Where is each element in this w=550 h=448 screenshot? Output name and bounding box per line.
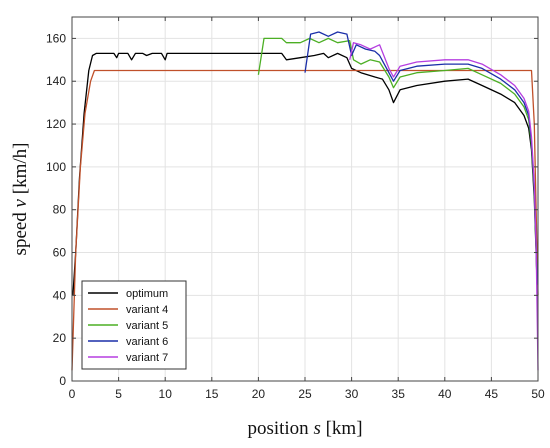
x-tick-label: 50	[531, 387, 545, 401]
tick-labels: 0 5 10 15 20 25 30 35 40 45 50 0 20 40 60 80 100 120 140 16…	[46, 31, 545, 401]
y-tick-label: 20	[53, 331, 67, 345]
x-tick-label: 35	[392, 387, 406, 401]
y-axis-label: speed v [km/h]	[10, 143, 31, 256]
series-line-variant-6	[304, 31, 538, 285]
y-axis-label-symbol: v	[10, 198, 31, 207]
y-tick-label: 160	[46, 31, 66, 45]
y-axis-label-prefix: speed	[10, 207, 31, 255]
legend-label: variant 7	[126, 352, 168, 364]
y-tick-label: 80	[53, 203, 67, 217]
y-tick-label: 40	[53, 288, 67, 302]
y-tick-label: 0	[59, 374, 66, 388]
series-line-optimum	[72, 52, 538, 296]
x-axis-label-suffix: [km]	[321, 418, 363, 439]
x-axis-label-prefix: position	[247, 418, 313, 439]
x-tick-label: 45	[485, 387, 499, 401]
legend-label: variant 6	[126, 336, 168, 348]
x-tick-label: 25	[298, 387, 312, 401]
y-axis-label-suffix: [km/h]	[10, 143, 31, 199]
x-axis-label-symbol: s	[313, 418, 320, 439]
y-tick-label: 140	[46, 74, 66, 88]
x-tick-label: 30	[345, 387, 359, 401]
y-tick-label: 100	[46, 160, 66, 174]
legend-label: variant 5	[126, 320, 168, 332]
series-layer	[71, 31, 539, 371]
series-line-variant-5	[257, 37, 538, 285]
axis-ticks	[71, 17, 539, 382]
x-tick-label: 15	[205, 387, 219, 401]
legend-label: variant 4	[126, 304, 168, 316]
series-line-variant-7	[349, 42, 539, 371]
x-tick-label: 10	[159, 387, 173, 401]
x-tick-label: 0	[69, 387, 76, 401]
legend: optimum variant 4 variant 5 variant 6 varian…	[81, 280, 187, 370]
x-tick-label: 5	[115, 387, 122, 401]
y-tick-label: 60	[53, 246, 67, 260]
x-tick-label: 40	[438, 387, 452, 401]
x-axis-label: position s [km]	[247, 418, 362, 439]
legend-label: optimum	[126, 288, 168, 300]
x-tick-label: 20	[252, 387, 266, 401]
y-tick-label: 120	[46, 117, 66, 131]
